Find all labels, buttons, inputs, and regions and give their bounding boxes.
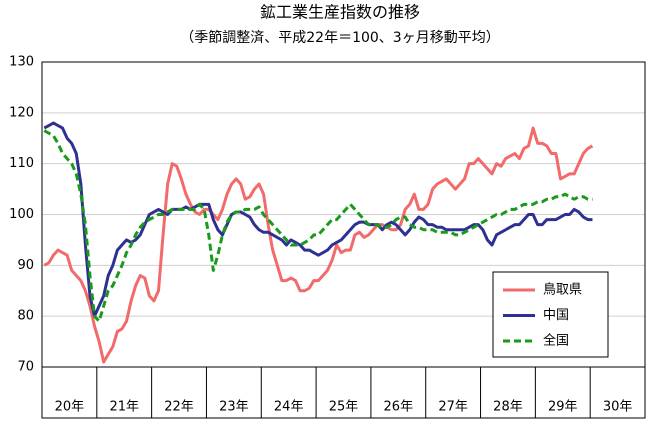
x-tick-label: 28年: [493, 400, 523, 415]
chart-title: 鉱工業生産指数の推移: [260, 3, 420, 22]
x-tick-label: 24年: [274, 400, 304, 415]
legend-label: 鳥取県: [543, 283, 582, 298]
series-line: [43, 129, 593, 323]
legend-label: 全国: [543, 333, 569, 349]
legend-label: 中国: [543, 308, 569, 323]
x-tick-label: 26年: [384, 400, 414, 415]
x-tick-label: 21年: [109, 400, 139, 415]
series-line: [43, 121, 593, 318]
x-tick-label: 29年: [548, 400, 578, 415]
y-tick-label: 120: [9, 105, 34, 120]
y-tick-label: 70: [17, 360, 34, 375]
y-tick-label: 80: [17, 309, 34, 324]
plot-frame: [41, 61, 646, 419]
x-tick-label: 22年: [164, 400, 194, 415]
x-tick-label: 27年: [438, 400, 468, 415]
chart-subtitle: （季節調整済、平成22年＝100、3ヶ月移動平均）: [180, 29, 499, 46]
y-tick-label: 110: [9, 156, 34, 171]
y-tick-label: 90: [17, 258, 34, 273]
x-tick-label: 30年: [603, 400, 633, 415]
x-tick-label: 23年: [219, 400, 249, 415]
x-tick-label: 20年: [55, 400, 85, 415]
series-line: [43, 126, 594, 364]
y-tick-label: 130: [9, 55, 34, 70]
x-tick-label: 25年: [329, 400, 359, 415]
y-tick-label: 100: [9, 207, 34, 222]
